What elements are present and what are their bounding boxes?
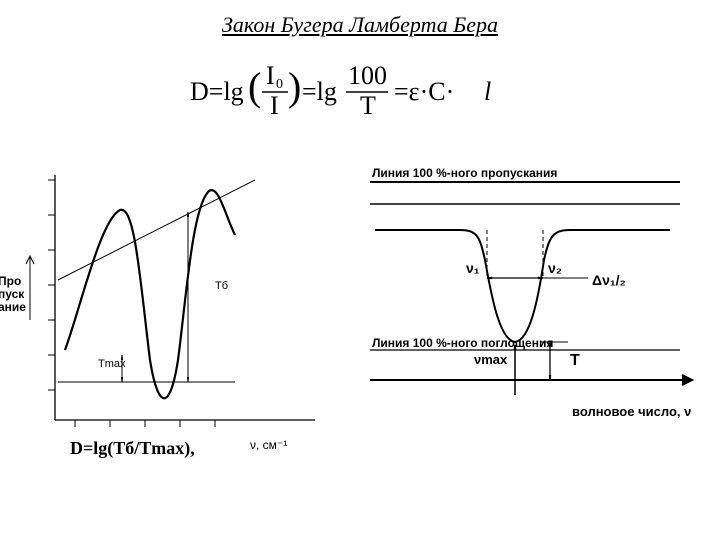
left-y-label: Пропускание bbox=[0, 275, 40, 315]
formula-svg: D=lg ( I 0 I ) =lg 100 T =ε·C· l bbox=[190, 56, 530, 128]
r-xaxis: волновое число, ν bbox=[572, 404, 691, 419]
left-label-tb: Тб bbox=[215, 280, 228, 292]
left-bottom-formula: D=lg(Tб/Tmax), bbox=[70, 438, 195, 459]
f-i0-sub: 0 bbox=[276, 77, 283, 92]
f-i0-num: I bbox=[266, 61, 275, 90]
r-label-100a: Линия 100 %-ного поглощения bbox=[372, 336, 553, 350]
f-dlg: D=lg bbox=[190, 77, 244, 106]
f-T: T bbox=[360, 91, 376, 120]
f-lparen: ( bbox=[248, 64, 261, 109]
f-100: 100 bbox=[348, 61, 387, 90]
f-ecl: =ε·C· bbox=[394, 77, 454, 106]
f-i-den: I bbox=[270, 91, 279, 120]
f-l: l bbox=[484, 77, 491, 106]
left-chart: Пропускание Тб Тmax D=lg(Tб/Tmax), ν, см… bbox=[0, 160, 330, 480]
main-formula: D=lg ( I 0 I ) =lg 100 T =ε·C· l bbox=[0, 56, 720, 133]
r-T: T bbox=[570, 352, 580, 370]
page-title: Закон Бугера Ламберта Бера bbox=[0, 12, 720, 38]
r-dv: Δν₁/₂ bbox=[592, 272, 626, 288]
r-label-100t: Линия 100 %-ного пропускания bbox=[372, 166, 557, 180]
r-v1: ν₁ bbox=[466, 260, 480, 276]
f-eqlg: =lg bbox=[302, 77, 337, 106]
page-root: Закон Бугера Ламберта Бера D=lg ( I 0 I … bbox=[0, 0, 720, 540]
r-vmax: νmax bbox=[474, 352, 507, 367]
left-x-label: ν, см⁻¹ bbox=[250, 438, 287, 452]
r-v2: ν₂ bbox=[548, 260, 562, 276]
f-rparen: ) bbox=[288, 64, 301, 109]
right-chart: Линия 100 %-ного пропускания Линия 100 %… bbox=[360, 160, 720, 480]
left-chart-svg bbox=[0, 160, 330, 460]
left-label-tmax: Тmax bbox=[98, 358, 126, 370]
